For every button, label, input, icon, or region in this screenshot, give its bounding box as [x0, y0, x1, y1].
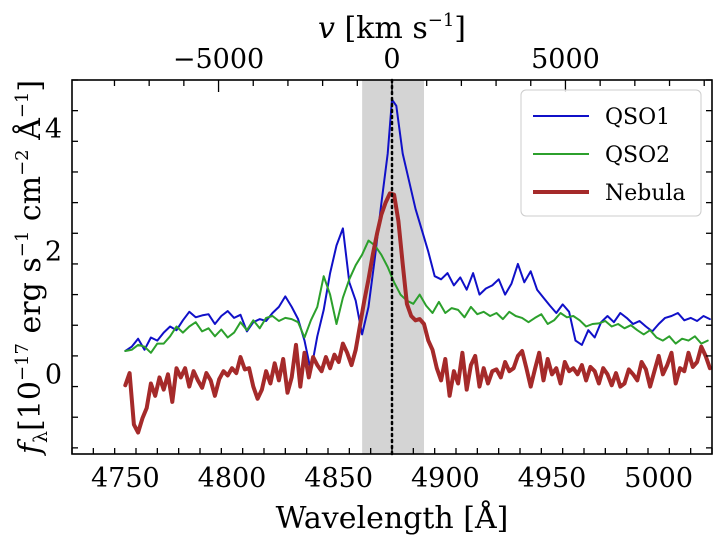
x-tick-label: 5000 [624, 463, 693, 494]
x-tick-label: 4800 [198, 463, 267, 494]
y-axis-title-exp3: −2 [12, 149, 33, 176]
top-x-axis-title-v: v [318, 11, 335, 46]
series-line-nebula [123, 191, 712, 435]
x-axis-title: Wavelength [Å] [276, 500, 509, 536]
legend-label-qso2: QSO2 [605, 143, 670, 168]
y-axis-title-ang: Å [12, 118, 48, 150]
y-axis-title-cm: cm [13, 176, 48, 231]
top-x-tick-label: −5000 [173, 44, 264, 75]
y-axis-title-pre: [10 [13, 381, 48, 431]
y-axis-title: fλ[10−17 erg s−1 cm−2 Å−1] [12, 80, 52, 456]
top-x-axis-title-exp: −1 [428, 10, 455, 31]
top-x-axis-title-unit: [km s [335, 11, 428, 46]
x-tick-label: 4850 [304, 463, 373, 494]
y-axis-title-sub: λ [30, 431, 52, 443]
y-axis-title-exp2: −1 [12, 231, 33, 258]
series-layer [123, 98, 712, 435]
legend-label-nebula: Nebula [605, 181, 686, 206]
top-x-axis-title: v [km s−1] [318, 10, 466, 46]
tick-layer [71, 79, 713, 454]
y-tick-label: 2 [45, 237, 62, 268]
y-axis-title-exp4: −1 [12, 92, 33, 119]
top-x-axis-title-close: ] [454, 11, 466, 46]
y-axis-title-erg: erg s [13, 257, 48, 343]
x-tick-label: 4950 [518, 463, 587, 494]
legend-label-qso1: QSO1 [605, 105, 670, 130]
x-tick-label: 4750 [91, 463, 160, 494]
y-axis-title-group: fλ[10−17 erg s−1 cm−2 Å−1] [12, 80, 52, 456]
legend-box [520, 89, 702, 217]
y-axis-title-exp1: −17 [12, 343, 33, 381]
legend: QSO1 QSO2 Nebula [520, 89, 702, 217]
series-line-qso1 [124, 98, 711, 373]
legend-items: QSO1 QSO2 Nebula [533, 105, 686, 206]
series-line-qso2 [124, 239, 709, 354]
top-x-tick-label: 5000 [531, 44, 600, 75]
top-x-tick-label: 0 [383, 44, 400, 75]
y-axis-title-close: ] [13, 80, 48, 92]
tick-label-layer: 4750 4800 4850 4900 4950 5000 −5000 0 5000 0 2 4 [45, 44, 693, 494]
x-tick-label: 4900 [411, 463, 480, 494]
y-tick-label: 0 [45, 359, 62, 390]
y-tick-label: 4 [45, 114, 62, 145]
